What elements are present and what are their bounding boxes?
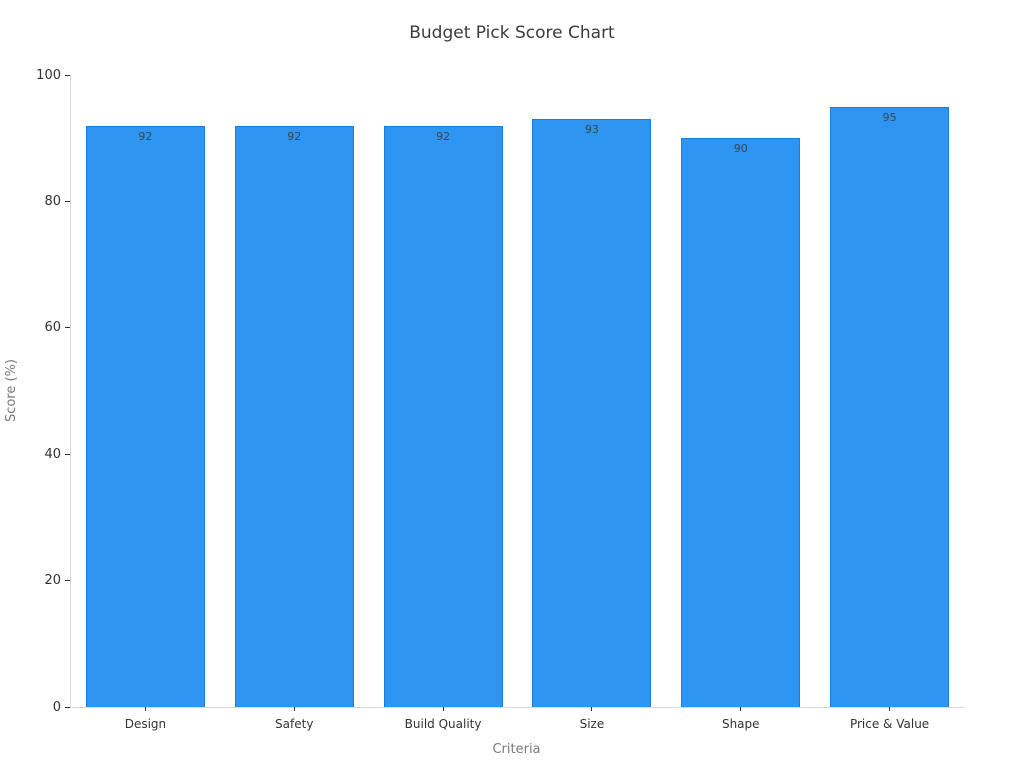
y-tick-mark (65, 580, 70, 582)
plot-area: 0 20 40 60 80 100 92 Design 92 Safety 92 Build Qual… (36, 68, 964, 731)
x-tick-mark (442, 707, 444, 711)
bar-value-label: 92 (287, 129, 302, 143)
x-tick-mark (144, 707, 146, 711)
y-tick-label: 20 (44, 573, 61, 589)
y-tick-label: 60 (44, 320, 61, 336)
y-axis-title-text: Score (%) (4, 359, 19, 423)
bar-value-label: 92 (138, 129, 153, 143)
x-tick-mark (740, 707, 742, 711)
y-tick-label: 40 (44, 446, 61, 462)
bar-value-label: 90 (733, 142, 748, 156)
x-tick-label: Design (124, 717, 167, 731)
bar (681, 138, 801, 707)
y-tick-label: 0 (52, 699, 61, 715)
chart-title: Budget Pick Score Chart (409, 23, 615, 43)
x-axis-title: Criteria (492, 742, 541, 757)
y-tick-mark (65, 200, 70, 202)
bar (383, 125, 503, 707)
bar-value-label: 93 (584, 123, 599, 137)
bar-value-label: 95 (882, 110, 897, 124)
bar (234, 125, 354, 707)
y-axis-title: Score (%) (4, 75, 19, 707)
x-tick-label: Size (579, 717, 605, 731)
x-tick-label: Safety (275, 717, 314, 731)
x-tick-label: Build Quality (404, 717, 482, 731)
bar (830, 106, 950, 707)
x-tick-label: Shape (721, 717, 760, 731)
y-tick-label: 80 (44, 193, 61, 209)
x-tick-mark (591, 707, 593, 711)
y-tick-mark (65, 453, 70, 455)
y-tick-mark (65, 74, 70, 76)
x-tick-mark (293, 707, 295, 711)
x-tick-mark (889, 707, 891, 711)
x-tick-label: Price & Value (849, 717, 930, 731)
bar (85, 125, 205, 707)
y-tick-mark (65, 706, 70, 708)
y-tick-mark (65, 327, 70, 329)
bar-value-label: 92 (436, 129, 451, 143)
y-tick-label: 100 (36, 67, 61, 83)
bar (532, 119, 652, 707)
